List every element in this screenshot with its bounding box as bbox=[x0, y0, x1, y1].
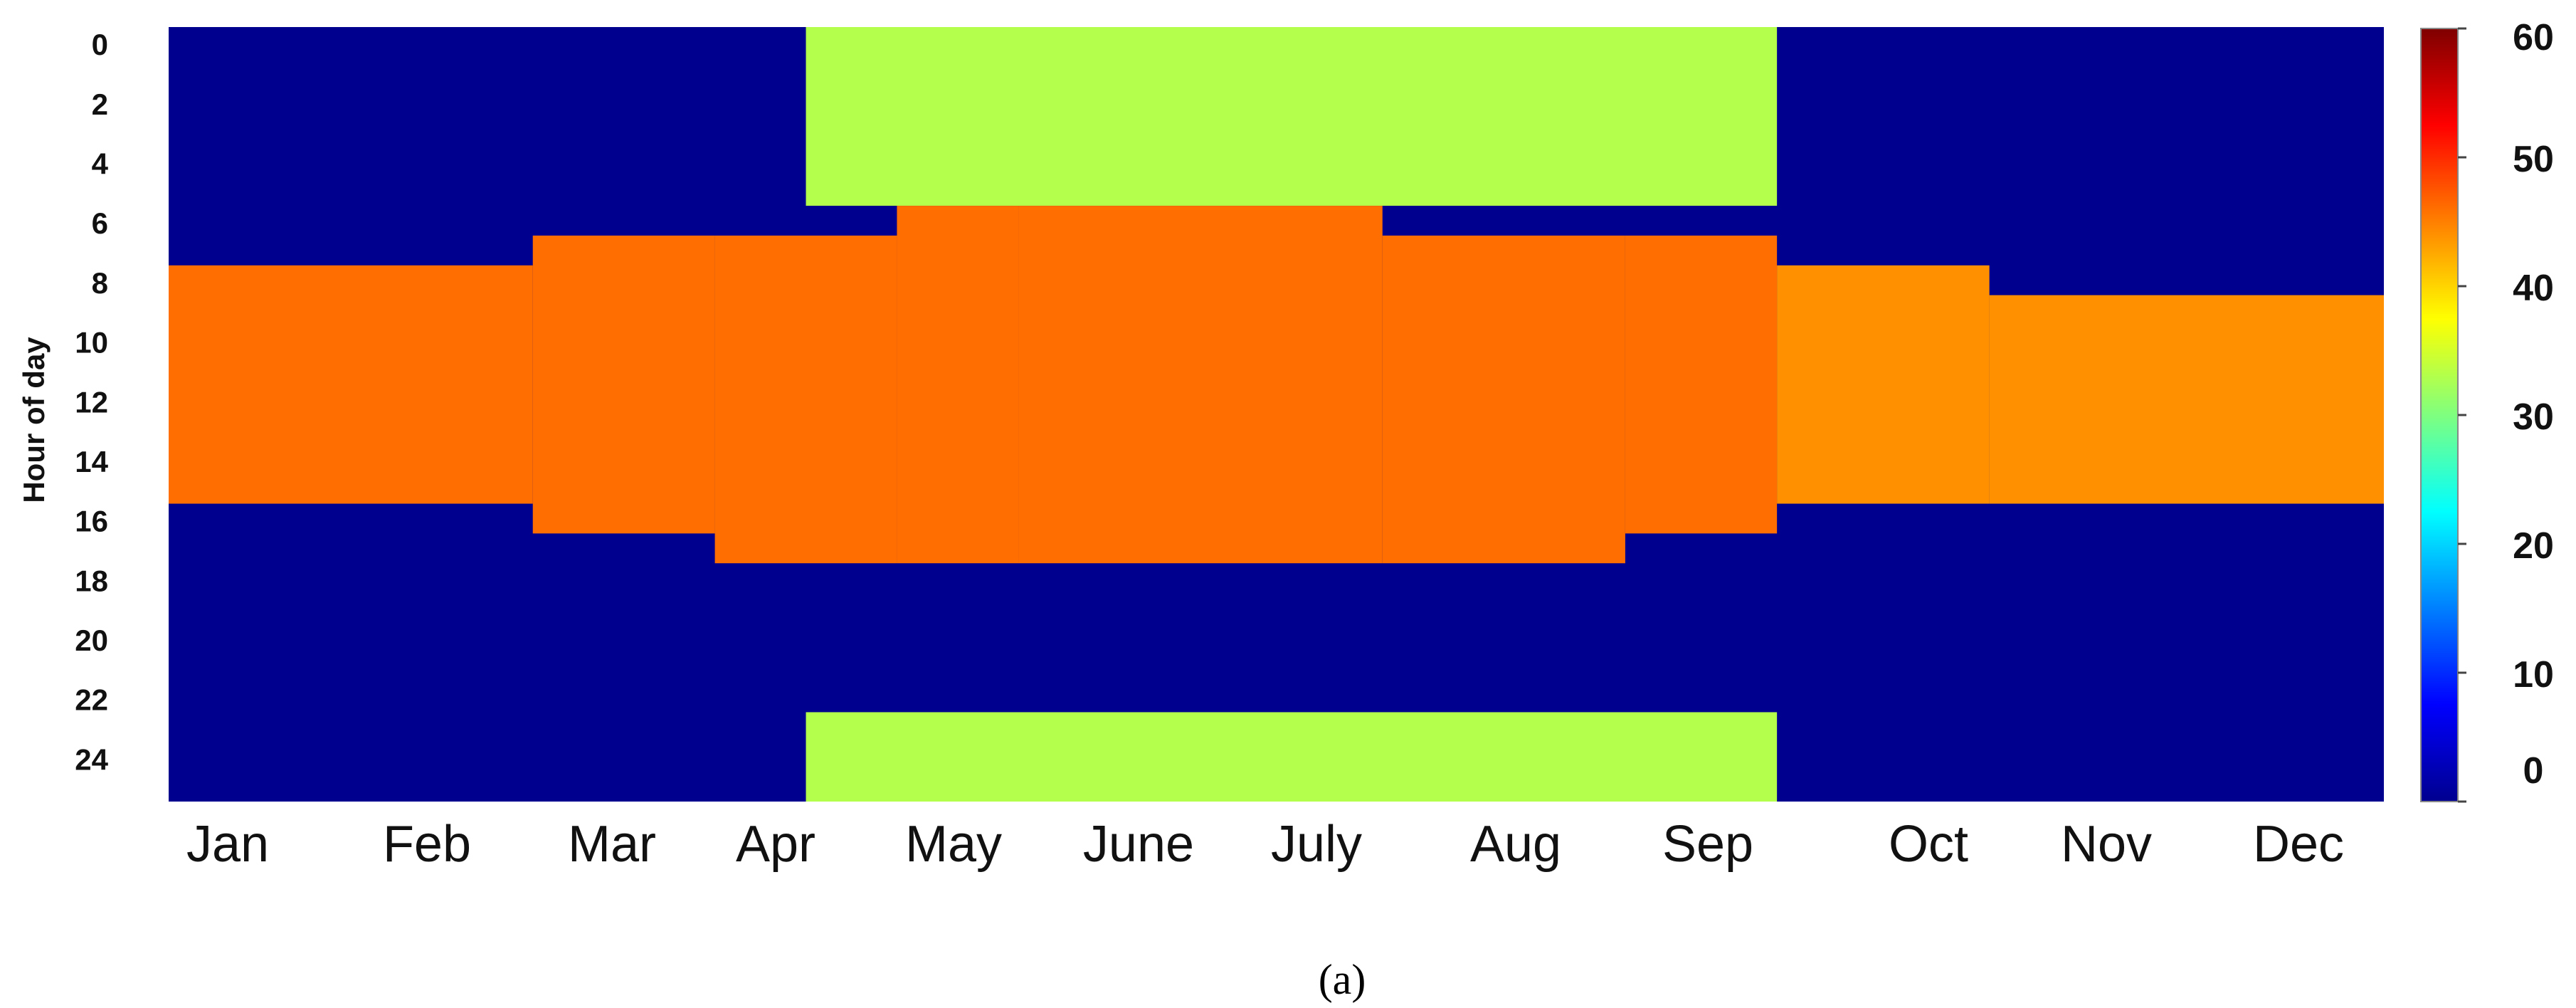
x-tick-nov: Nov bbox=[2061, 816, 2152, 873]
daytime-segment-7 bbox=[1777, 265, 1990, 504]
summer-night-band-0 bbox=[806, 27, 1778, 206]
colorbar bbox=[2420, 28, 2459, 802]
y-tick-14: 14 bbox=[75, 445, 108, 478]
x-tick-apr: Apr bbox=[736, 816, 815, 873]
colorbar-tick-40: 40 bbox=[2513, 268, 2554, 309]
colorbar-tick-labels: 0 10 20 30 40 50 60 bbox=[2458, 17, 2554, 803]
colorbar-tick-60: 60 bbox=[2513, 17, 2554, 58]
y-tick-18: 18 bbox=[75, 564, 108, 597]
daytime-segment-4 bbox=[1018, 206, 1383, 564]
daytime-segment-2 bbox=[714, 235, 897, 564]
x-tick-mar: Mar bbox=[568, 816, 656, 873]
x-tick-june: June bbox=[1083, 816, 1194, 873]
x-tick-may: May bbox=[905, 816, 1002, 873]
x-tick-feb: Feb bbox=[383, 816, 471, 873]
y-tick-2: 2 bbox=[92, 88, 108, 121]
y-tick-4: 4 bbox=[92, 147, 109, 180]
y-tick-8: 8 bbox=[92, 266, 108, 300]
colorbar-tick-10: 10 bbox=[2513, 654, 2554, 695]
x-tick-oct: Oct bbox=[1889, 816, 1968, 873]
x-tick-aug: Aug bbox=[1470, 816, 1561, 873]
colorbar-tick-20: 20 bbox=[2513, 525, 2554, 567]
daytime-segment-1 bbox=[532, 235, 715, 534]
figure-caption: (a) bbox=[1319, 956, 1366, 1003]
daytime-segment-8 bbox=[1989, 295, 2384, 504]
x-tick-dec: Dec bbox=[2253, 816, 2344, 873]
x-tick-jan: Jan bbox=[186, 816, 269, 873]
y-tick-22: 22 bbox=[75, 683, 108, 717]
y-tick-12: 12 bbox=[75, 385, 108, 419]
colorbar-tick-30: 30 bbox=[2513, 397, 2554, 438]
x-tick-july: July bbox=[1271, 816, 1362, 873]
daytime-segment-6 bbox=[1625, 235, 1778, 534]
colorbar-tick-50: 50 bbox=[2513, 139, 2554, 180]
y-tick-6: 6 bbox=[92, 206, 108, 240]
y-tick-10: 10 bbox=[75, 326, 108, 359]
y-tick-16: 16 bbox=[75, 505, 108, 538]
x-tick-labels: Jan Feb Mar Apr May June July Aug Sep Oct Nov Dec bbox=[186, 816, 2344, 873]
heatmap-cells bbox=[169, 27, 2384, 802]
y-tick-20: 20 bbox=[75, 624, 108, 657]
y-axis-label: Hour of day bbox=[17, 337, 51, 503]
colorbar-tick-0: 0 bbox=[2523, 750, 2544, 792]
summer-night-band-1 bbox=[806, 712, 1778, 802]
daytime-segment-0 bbox=[169, 265, 533, 504]
daytime-segment-5 bbox=[1382, 235, 1625, 564]
daytime-segment-3 bbox=[897, 206, 1019, 564]
y-tick-24: 24 bbox=[75, 742, 108, 776]
x-tick-sep: Sep bbox=[1662, 816, 1753, 873]
y-tick-0: 0 bbox=[92, 28, 108, 61]
